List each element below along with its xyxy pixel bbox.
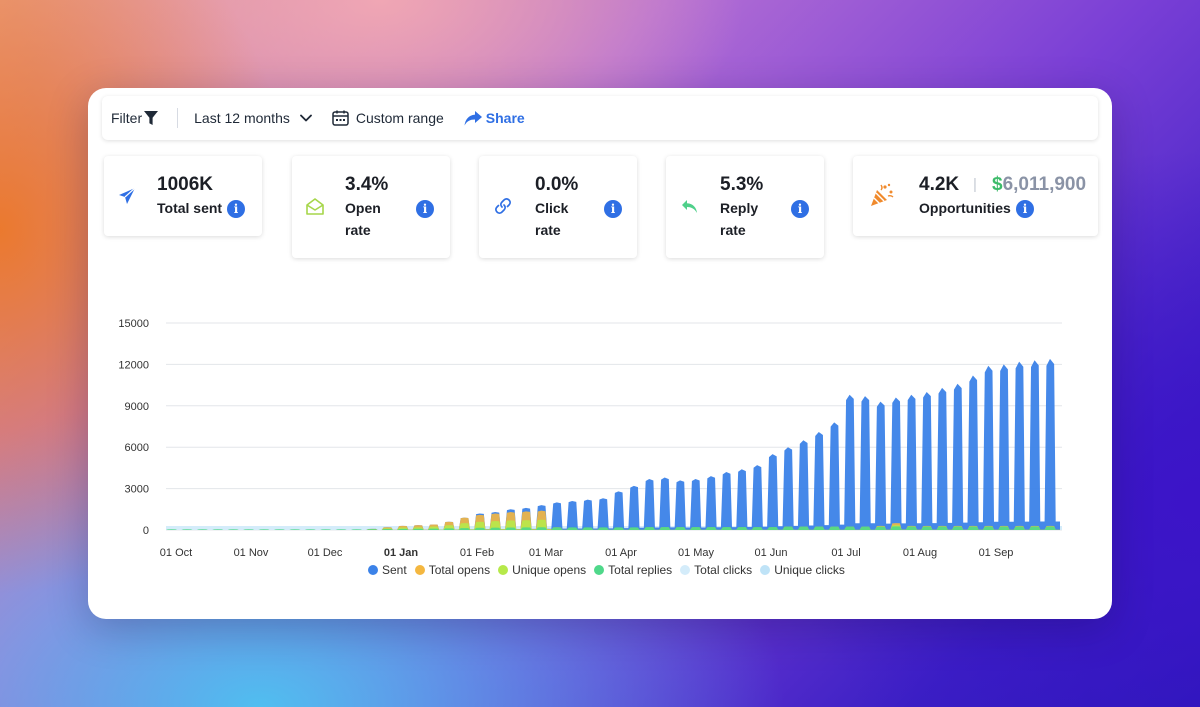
custom-range-label: Custom range	[355, 110, 444, 126]
paper-plane-icon	[119, 187, 136, 204]
x-tick-label: 01 Aug	[903, 547, 937, 559]
y-tick-label: 15000	[118, 318, 149, 330]
click-rate-value: 0.0%	[535, 174, 579, 195]
legend-swatch	[680, 565, 691, 575]
info-icon[interactable]: i	[416, 200, 434, 218]
y-tick-label: 0	[143, 525, 149, 537]
date-range-dropdown[interactable]: Last 12 months	[194, 110, 312, 126]
reply-rate-label-2: rate	[720, 222, 746, 238]
info-icon[interactable]: i	[1016, 200, 1034, 218]
legend-label: Total clicks	[694, 563, 753, 577]
series-area-total-replies	[166, 526, 1060, 530]
info-icon[interactable]: i	[791, 200, 809, 218]
legend-item-sent[interactable]: Sent	[368, 563, 407, 577]
share-label: Share	[485, 110, 525, 126]
filter-label: Filter	[111, 110, 143, 126]
x-tick-label: 01 Dec	[308, 547, 343, 559]
legend-label: Total opens	[428, 563, 491, 577]
x-tick-label: 01 May	[678, 547, 715, 559]
stat-card-opportunities: 4.2K | $6,011,900 Opportunities i	[853, 156, 1098, 236]
info-icon[interactable]: i	[604, 200, 622, 218]
legend-item-total-replies[interactable]: Total replies	[594, 563, 672, 577]
opportunities-value: $6,011,900	[992, 174, 1086, 196]
y-tick-label: 12000	[118, 359, 149, 371]
legend-item-total-opens[interactable]: Total opens	[414, 563, 491, 577]
toolbar-divider	[177, 108, 179, 128]
legend-swatch	[498, 565, 509, 575]
reply-rate-label-1: Reply	[720, 200, 759, 216]
stat-card-click-rate: 0.0% Click rate i	[479, 156, 637, 258]
envelope-open-icon	[306, 198, 324, 215]
funnel-icon	[144, 110, 159, 125]
opportunities-amount: 6,011,900	[1002, 174, 1087, 195]
party-popper-icon	[871, 183, 894, 206]
series-area-sent	[166, 358, 1060, 530]
x-tick-label: 01 Sep	[979, 547, 1014, 559]
open-rate-label-2: rate	[345, 222, 371, 238]
legend-swatch	[368, 565, 378, 575]
click-rate-label-1: Click	[535, 200, 569, 216]
share-arrow-icon	[464, 110, 482, 125]
legend-label: Sent	[382, 563, 407, 577]
x-tick-label: 01 Nov	[234, 547, 269, 559]
reply-rate-value: 5.3%	[720, 174, 764, 195]
legend-swatch	[414, 565, 425, 575]
total-sent-label: Total sent	[157, 200, 223, 216]
total-sent-value: 1006K	[157, 174, 213, 195]
info-icon[interactable]: i	[227, 200, 245, 218]
x-tick-label: 01 Mar	[529, 547, 564, 559]
legend-label: Unique clicks	[774, 563, 845, 577]
y-tick-label: 6000	[125, 442, 149, 454]
legend-item-unique-clicks[interactable]: Unique clicks	[760, 563, 845, 577]
legend-item-total-clicks[interactable]: Total clicks	[680, 563, 752, 577]
legend-swatch	[594, 565, 605, 575]
stat-card-total-sent: 1006K Total sent i	[104, 156, 262, 236]
opportunities-count: 4.2K	[919, 174, 960, 195]
legend-swatch	[760, 565, 771, 575]
open-rate-label-1: Open	[345, 200, 381, 216]
filter-toolbar: Filter Last 12 months Custom range	[102, 96, 1098, 140]
chart-legend: Sent Total opens Unique opens Total replies…	[368, 563, 853, 577]
link-icon	[495, 198, 511, 214]
x-tick-label: 01 Apr	[605, 547, 637, 559]
x-tick-label: 01 Oct	[160, 547, 192, 559]
opportunities-label: Opportunities	[919, 200, 1011, 216]
legend-item-unique-opens[interactable]: Unique opens	[498, 563, 586, 577]
y-tick-label: 9000	[125, 401, 149, 413]
dollar-sign: $	[992, 174, 1003, 195]
dashboard-card: Filter Last 12 months Custom range	[88, 88, 1112, 619]
chevron-down-icon	[299, 114, 312, 122]
date-range-label: Last 12 months	[194, 110, 290, 126]
x-tick-label: 01 Feb	[460, 547, 494, 559]
click-rate-label-2: rate	[535, 222, 561, 238]
x-tick-label: 01 Jul	[831, 547, 860, 559]
x-tick-label: 01 Jun	[754, 547, 787, 559]
stat-card-open-rate: 3.4% Open rate i	[292, 156, 450, 258]
x-tick-label: 01 Jan	[384, 547, 419, 559]
open-rate-value: 3.4%	[345, 174, 389, 195]
calendar-icon	[332, 110, 349, 126]
y-tick-label: 3000	[125, 484, 149, 496]
filter-button[interactable]: Filter	[111, 110, 159, 126]
reply-arrow-icon	[682, 200, 697, 213]
share-button[interactable]: Share	[464, 110, 525, 126]
legend-label: Total replies	[608, 563, 673, 577]
stat-card-reply-rate: 5.3% Reply rate i	[666, 156, 824, 258]
custom-range-button[interactable]: Custom range	[332, 110, 444, 126]
activity-chart: 15000 12000 9000 6000 3000 0 01 Oct 01 Nov 01 De…	[118, 318, 1062, 559]
value-separator: |	[973, 176, 977, 193]
legend-label: Unique opens	[512, 563, 587, 577]
